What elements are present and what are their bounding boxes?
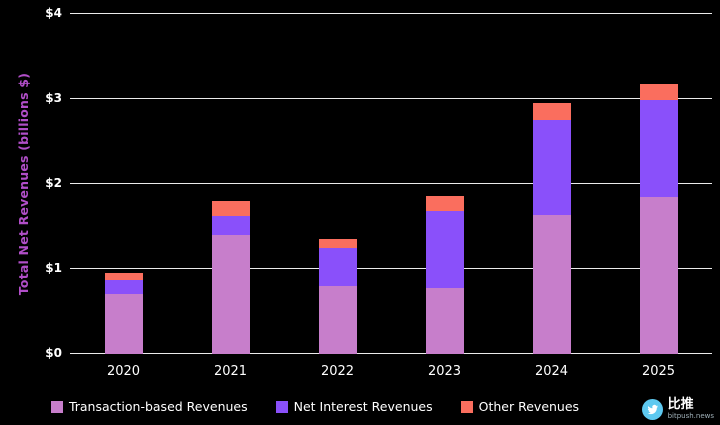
bar-slot: [177, 14, 284, 354]
bar-segment: [532, 120, 571, 215]
bar-segment: [639, 83, 678, 100]
x-tick-label: 2023: [427, 364, 462, 379]
bar-segment: [104, 273, 143, 281]
legend-swatch: [460, 400, 473, 413]
bar-segment: [318, 239, 357, 248]
bar-segment: [211, 216, 250, 235]
y-tick-label: $2: [45, 176, 62, 190]
stacked-bar: [318, 239, 357, 354]
legend-swatch: [275, 400, 288, 413]
bar-segment: [318, 286, 357, 354]
legend-label: Net Interest Revenues: [293, 399, 433, 414]
gridline: [70, 353, 712, 354]
x-tick-label: 2024: [534, 364, 569, 379]
x-tick-label: 2020: [106, 364, 141, 379]
gridline: [70, 268, 712, 269]
bar-slot: [284, 14, 391, 354]
bar-segment: [211, 235, 250, 354]
bar-segment: [639, 196, 678, 354]
bar-segment: [104, 280, 143, 294]
watermark-domain: bitpush.news: [667, 412, 714, 420]
bar-slot: [70, 14, 177, 354]
gridline: [70, 13, 712, 14]
bar-segment: [425, 195, 464, 212]
x-tick-label: 2025: [641, 364, 676, 379]
gridline: [70, 183, 712, 184]
stacked-bar: [104, 273, 143, 354]
legend-item: Transaction-based Revenues: [50, 399, 248, 414]
gridlines: [70, 13, 712, 354]
x-tick-label: 2021: [213, 364, 248, 379]
legend-item: Other Revenues: [460, 399, 580, 414]
bar-segment: [639, 99, 678, 197]
x-axis-labels: 2020 2021 2022 2023 2024 2025: [70, 364, 712, 379]
watermark: 比推 bitpush.news: [641, 398, 714, 420]
bar-segment: [532, 214, 571, 354]
bars: [70, 14, 712, 354]
bar-slot: [498, 14, 605, 354]
stacked-bar: [211, 201, 250, 354]
watermark-brand: 比推: [667, 397, 694, 412]
bar-segment: [104, 293, 143, 354]
bar-slot: [605, 14, 712, 354]
plot-area: [70, 13, 712, 354]
bird-icon: [641, 398, 663, 420]
watermark-text: 比推 bitpush.news: [668, 398, 714, 420]
legend-label: Other Revenues: [478, 399, 580, 414]
legend: Transaction-based Revenues Net Interest R…: [0, 399, 630, 414]
bar-slot: [391, 14, 498, 354]
y-tick-label: $4: [45, 6, 62, 20]
bar-segment: [532, 103, 571, 121]
y-tick-label: $0: [45, 346, 62, 360]
stacked-bar: [532, 103, 571, 354]
y-tick-label: $1: [45, 261, 62, 275]
y-tick-label: $3: [45, 91, 62, 105]
bar-segment: [425, 211, 464, 288]
gridline: [70, 98, 712, 99]
legend-swatch: [50, 400, 63, 413]
x-tick-label: 2022: [320, 364, 355, 379]
bar-segment: [318, 247, 357, 286]
stacked-bar: [425, 195, 464, 354]
bar-segment: [211, 201, 250, 217]
legend-label: Transaction-based Revenues: [68, 399, 248, 414]
bar-segment: [425, 287, 464, 354]
legend-item: Net Interest Revenues: [275, 399, 433, 414]
stacked-bar: [639, 83, 678, 354]
